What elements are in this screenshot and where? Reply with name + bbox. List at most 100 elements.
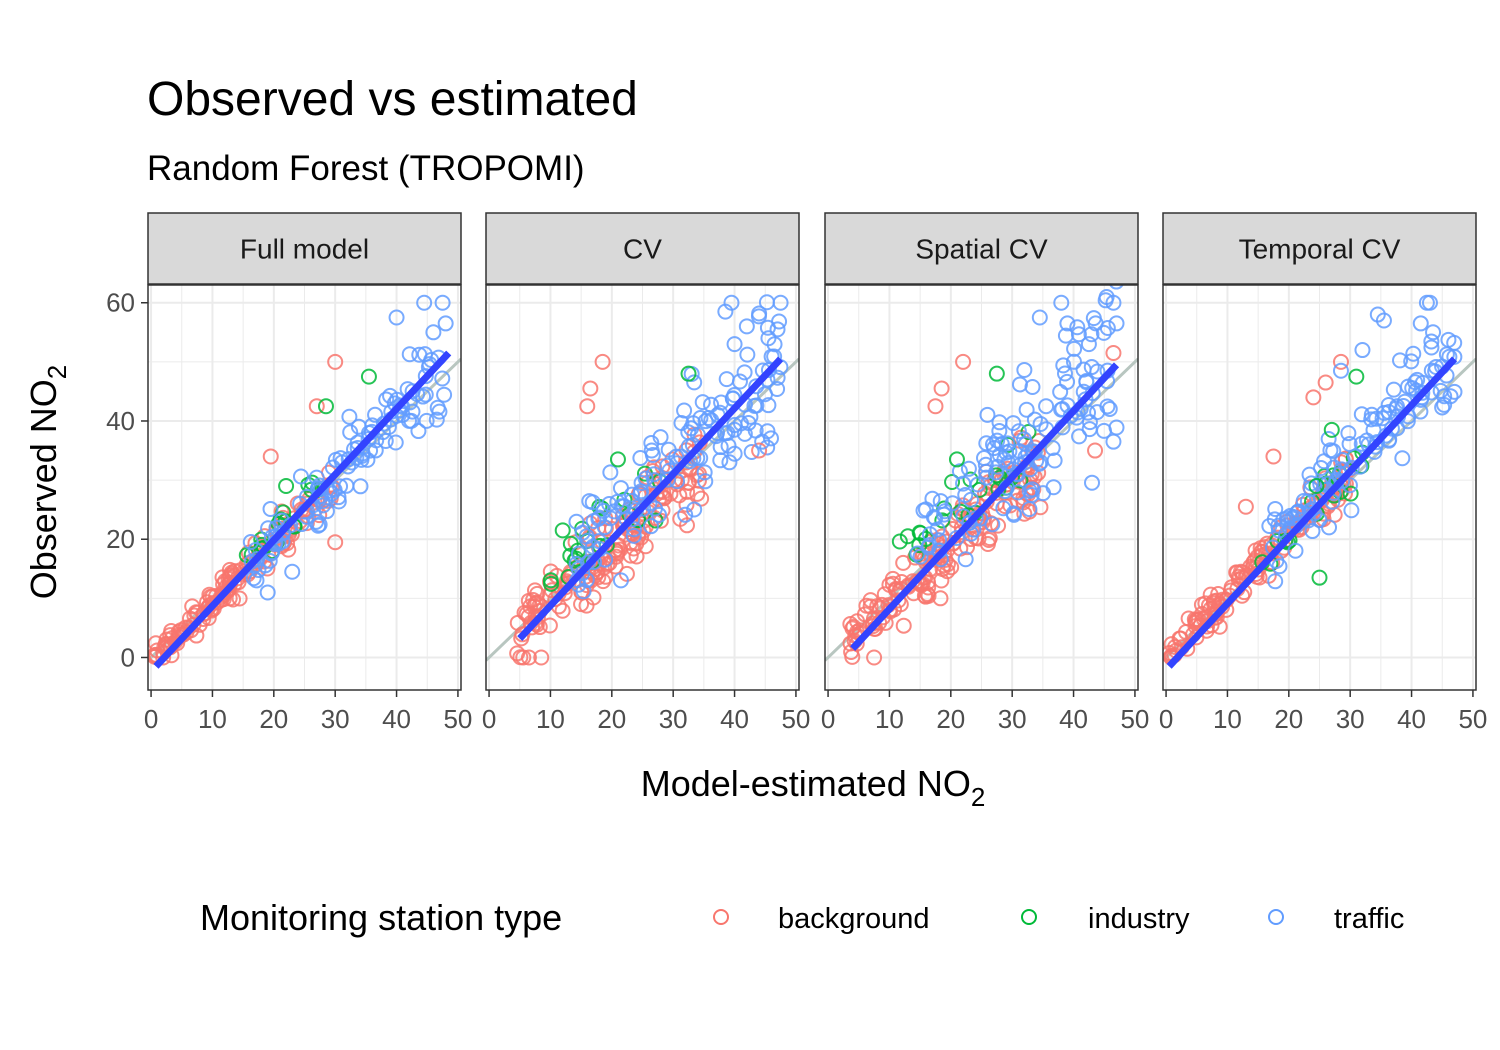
- scatter-point-background: [751, 442, 768, 459]
- scatter-point-background: [513, 630, 530, 647]
- scatter-point-background: [582, 380, 599, 397]
- scatter-point-traffic: [434, 294, 451, 311]
- scatter-point-traffic: [1340, 425, 1357, 442]
- facet-panels: Full model 0 10 20 30 40 50 0 20 40 60 CV 0 10 20 30 40 5…: [106, 212, 1487, 734]
- scatter-point-traffic: [1287, 542, 1304, 559]
- scatter-point-background: [293, 501, 310, 518]
- x-tick-label: 20: [936, 704, 965, 734]
- legend-key-traffic: [1268, 909, 1284, 925]
- scatter-point-traffic: [717, 303, 734, 320]
- scatter-point-traffic: [1005, 415, 1022, 432]
- scatter-point-traffic: [697, 473, 714, 490]
- x-tick-label: 20: [259, 704, 288, 734]
- scatter-point-traffic: [436, 386, 453, 403]
- legend-label-background: background: [778, 903, 930, 935]
- scatter-point-traffic: [1101, 400, 1118, 417]
- scatter-point-traffic: [416, 294, 433, 311]
- facet-strip-label: CV: [623, 234, 662, 265]
- legend-key-background: [713, 909, 729, 925]
- scatter-point-background: [262, 448, 279, 465]
- scatter-point-traffic: [1059, 373, 1076, 390]
- scatter-point-traffic: [700, 409, 717, 426]
- scatter-point-traffic: [1267, 500, 1284, 517]
- x-tick-label: 30: [998, 704, 1027, 734]
- scatter-point-background: [212, 589, 229, 606]
- scatter-point-traffic: [736, 364, 753, 381]
- scatter-point-traffic: [612, 480, 629, 497]
- chart-title: Observed vs estimated: [147, 73, 638, 126]
- scatter-point-traffic: [766, 336, 783, 353]
- panel-border: [147, 284, 462, 691]
- scatter-point-traffic: [677, 506, 694, 523]
- scatter-point-traffic: [944, 495, 961, 512]
- y-tick-label: 0: [121, 642, 135, 672]
- scatter-point-traffic: [1354, 342, 1371, 359]
- scatter-point-traffic: [1080, 336, 1097, 353]
- scatter-point-traffic: [310, 517, 327, 534]
- panel-border: [485, 284, 800, 691]
- scatter-point-background: [689, 485, 706, 502]
- scatter-point-background: [231, 590, 248, 607]
- scatter-point-traffic: [401, 412, 418, 429]
- scatter-point-traffic: [311, 516, 328, 533]
- scatter-point-traffic: [1023, 487, 1040, 504]
- facet-strip: [147, 212, 462, 285]
- scatter-point-traffic: [948, 529, 965, 546]
- scatter-point-traffic: [437, 315, 454, 332]
- scatter-point-traffic: [1059, 315, 1076, 332]
- scatter-point-background: [1087, 442, 1104, 459]
- x-tick-label: 0: [1159, 704, 1173, 734]
- scatter-point-traffic: [977, 456, 994, 473]
- scatter-point-traffic: [1412, 315, 1429, 332]
- scatter-point-traffic: [1032, 415, 1049, 432]
- scatter-point-traffic: [978, 435, 995, 452]
- scatter-point-traffic: [1380, 404, 1397, 421]
- y-axis-title-subscript: 2: [42, 365, 72, 379]
- scatter-point-traffic: [388, 309, 405, 326]
- scatter-point-traffic: [976, 450, 993, 467]
- scatter-point-traffic: [1322, 442, 1339, 459]
- fit-line: [850, 362, 1120, 651]
- scatter-point-traffic: [1010, 423, 1027, 440]
- scatter-point-traffic: [1368, 410, 1385, 427]
- scatter-point-traffic: [418, 412, 435, 429]
- scatter-point-traffic: [726, 386, 743, 403]
- scatter-point-background: [856, 606, 873, 623]
- scatter-point-background: [579, 398, 596, 415]
- x-axis-title-subscript: 2: [971, 782, 985, 812]
- scatter-point-traffic: [1407, 374, 1424, 391]
- scatter-point-industry: [562, 535, 579, 552]
- scatter-point-traffic: [683, 420, 700, 437]
- scatter-point-traffic: [673, 415, 690, 432]
- scatter-point-background: [1030, 464, 1047, 481]
- scatter-point-traffic: [1005, 506, 1022, 523]
- legend-label-industry: industry: [1088, 903, 1190, 935]
- scatter-point-traffic: [1405, 345, 1422, 362]
- scatter-point-background: [990, 517, 1007, 534]
- scatter-point-traffic: [1409, 371, 1426, 388]
- legend: Monitoring station type background indust…: [200, 897, 1404, 938]
- fit-line: [1166, 356, 1458, 669]
- scatter-point-traffic: [1425, 324, 1442, 341]
- facet-strip: [824, 212, 1139, 285]
- scatter-point-traffic: [979, 406, 996, 423]
- scatter-point-traffic: [1056, 365, 1073, 382]
- scatter-point-traffic: [932, 493, 949, 510]
- y-tick-label: 40: [106, 406, 135, 436]
- legend-key-industry: [1021, 909, 1037, 925]
- scatter-point-traffic: [1421, 294, 1438, 311]
- scatter-point-traffic: [1403, 353, 1420, 370]
- scatter-point-traffic: [1099, 320, 1116, 337]
- scatter-point-traffic: [643, 518, 660, 535]
- scatter-point-traffic: [771, 313, 788, 330]
- scatter-point-traffic: [718, 371, 735, 388]
- scatter-point-traffic: [633, 483, 650, 500]
- scatter-point-traffic: [245, 570, 262, 587]
- plot-area: [825, 285, 1138, 690]
- scatter-point-traffic: [924, 490, 941, 507]
- scatter-point-traffic: [736, 425, 753, 442]
- scatter-point-traffic: [260, 520, 277, 537]
- scatter-point-traffic: [748, 397, 765, 414]
- scatter-point-background: [628, 548, 645, 565]
- scatter-point-traffic: [341, 408, 358, 425]
